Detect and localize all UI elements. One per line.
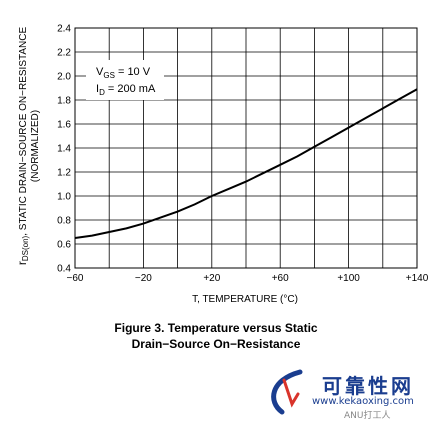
x-tick-label: +140 [406,273,429,284]
annotation-id: ID = 200 mA [96,83,156,97]
y-tick-labels: 0.4 0.6 0.8 1.0 1.2 1.4 1.6 1.8 2.0 2.2 2.4 [57,24,71,275]
y-tick-label: 2.0 [57,72,71,83]
y-tick-label: 1.0 [57,192,71,203]
y-tick-label: 2.4 [57,24,71,35]
y-axis-label-line2: (NORMALIZED) [30,110,41,182]
figure-caption-line2: Drain−Source On−Resistance [131,337,301,351]
logo-swoosh-icon [271,369,303,415]
figure-caption-line1: Figure 3. Temperature versus Static [114,321,318,335]
x-tick-labels: −60 −20 +20 +60 +100 +140 [67,273,429,284]
kekaoxing-logo [271,369,303,415]
series-line [74,88,418,239]
x-tick-label: −60 [67,273,84,284]
x-tick-label: −20 [135,273,152,284]
annotation-box [86,60,164,100]
watermark-brand: 可靠性网 [322,374,414,398]
plot-frame [74,27,418,269]
y-tick-label: 2.2 [57,48,71,59]
x-tick-label: +60 [272,273,289,284]
y-axis-label: rDS(on), STATIC DRAIN−SOURCE ON−RESISTAN… [15,27,41,266]
y-tick-label: 0.4 [57,264,71,275]
logo-arrow-icon [282,378,300,408]
watermark-account: ANU打工人 [344,411,391,421]
x-axis-label: T, TEMPERATURE (°C) [192,294,298,305]
watermark-url: www.kekaoxing.com [312,396,414,407]
y-tick-label: 0.8 [57,216,71,227]
y-tick-label: 0.6 [57,240,71,251]
y-tick-label: 1.4 [57,144,71,155]
y-tick-label: 1.6 [57,120,71,131]
y-tick-label: 1.2 [57,168,71,179]
annotation-vgs: VGS = 10 V [96,66,151,80]
y-axis-label-line1: rDS(on), STATIC DRAIN−SOURCE ON−RESISTAN… [15,27,30,266]
x-tick-label: +20 [203,273,220,284]
y-tick-label: 1.8 [57,96,71,107]
x-tick-label: +100 [337,273,360,284]
